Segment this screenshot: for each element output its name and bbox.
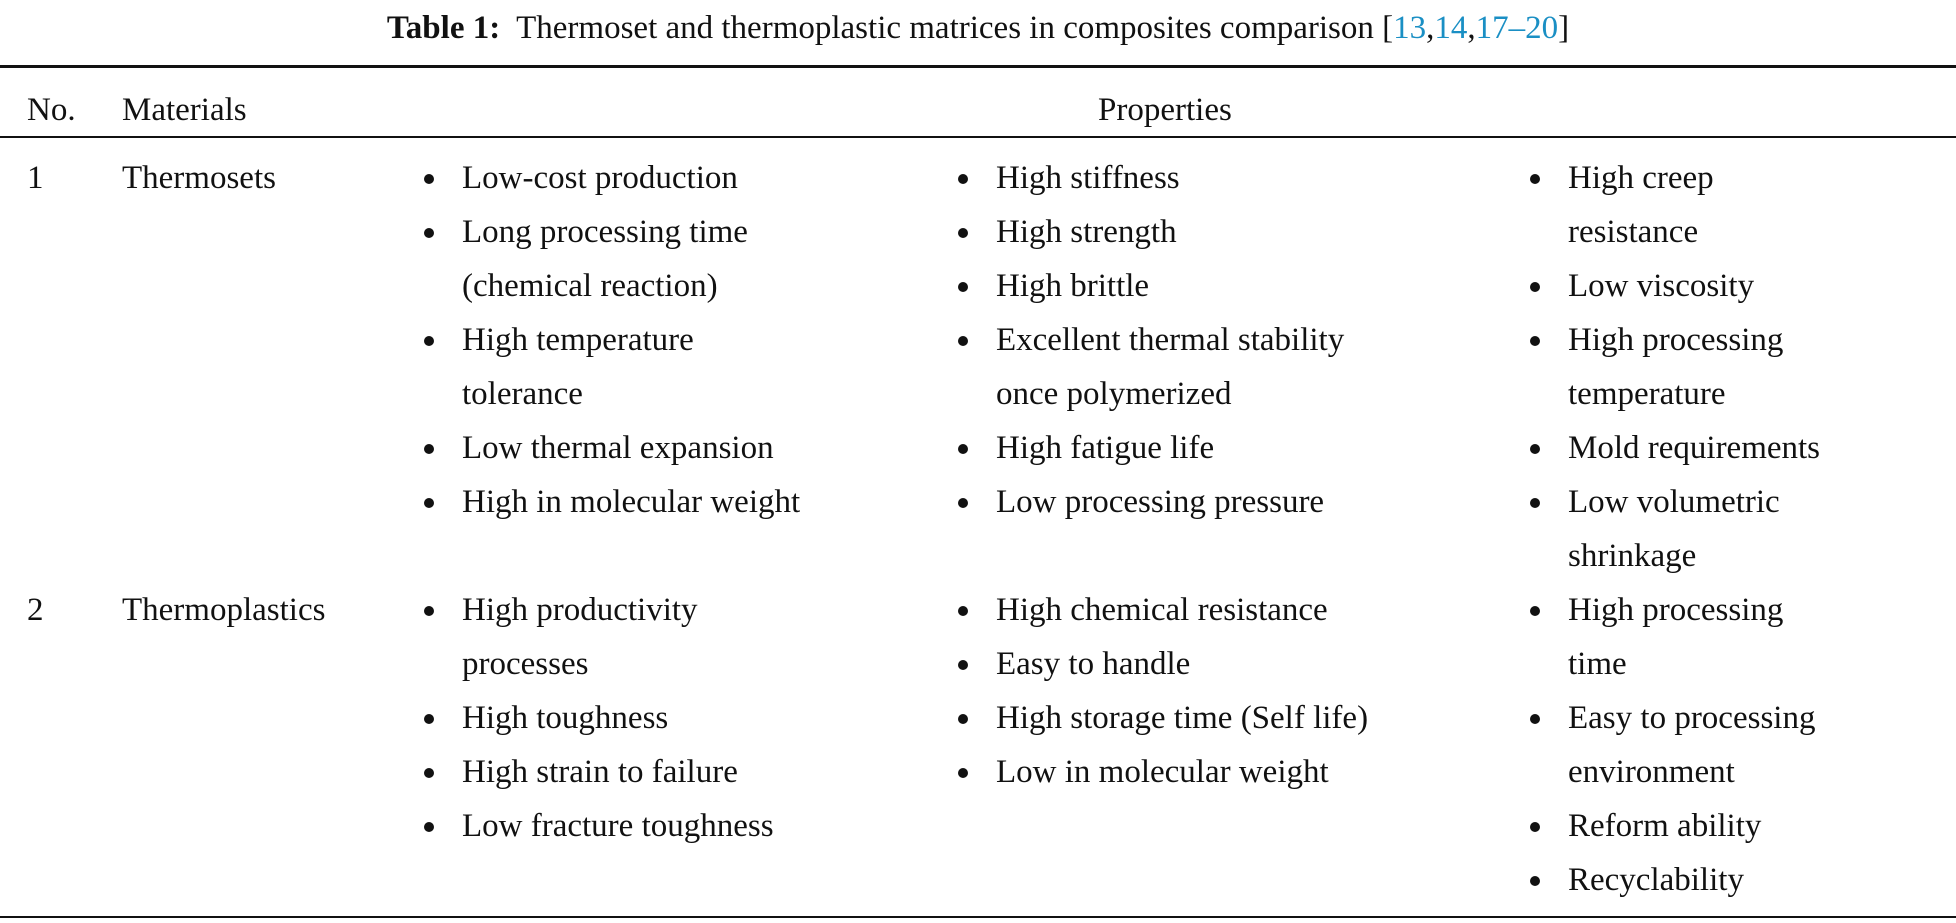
property-item: High fatigue life <box>958 421 1344 475</box>
bottom-rule <box>0 916 1956 918</box>
property-item: Recyclability <box>1530 853 1815 907</box>
property-item: Low thermal expansion <box>424 421 800 475</box>
row-number: 1 <box>27 160 44 196</box>
property-item: Easy to handle <box>958 637 1368 691</box>
top-rule <box>0 65 1956 68</box>
property-item: High chemical resistance <box>958 583 1368 637</box>
property-item: High strength <box>958 205 1344 259</box>
property-item: Low viscosity <box>1530 259 1820 313</box>
property-item: Low-cost production <box>424 151 800 205</box>
caption-text: Thermoset and thermoplastic matrices in … <box>516 10 1374 46</box>
caption-open-bracket: [ <box>1382 10 1394 46</box>
caption-label: Table 1: <box>386 10 501 46</box>
property-item: Low fracture toughness <box>424 799 774 853</box>
citation-link[interactable]: 14 <box>1434 10 1468 46</box>
header-materials: Materials <box>122 92 247 128</box>
header-no: No. <box>27 92 76 128</box>
property-item: Easy to processing environment <box>1530 691 1815 799</box>
property-item: High stiffness <box>958 151 1344 205</box>
row-number: 2 <box>27 592 44 628</box>
property-item: High temperature tolerance <box>424 313 800 421</box>
property-item: Excellent thermal stability once polymer… <box>958 313 1344 421</box>
property-item: High creep resistance <box>1530 151 1820 259</box>
property-item: Low volumetric shrinkage <box>1530 475 1820 583</box>
header-properties: Properties <box>1098 92 1232 128</box>
property-list: High creep resistance Low viscosity High p… <box>1530 151 1820 583</box>
caption-close-bracket: ] <box>1558 10 1570 46</box>
property-list: High productivity processes High toughnes… <box>424 583 774 853</box>
property-item: High in molecular weight <box>424 475 800 529</box>
property-item: Reform ability <box>1530 799 1815 853</box>
property-item: High storage time (Self life) <box>958 691 1368 745</box>
property-item: High processing time <box>1530 583 1815 691</box>
header-rule <box>0 136 1956 138</box>
property-item: High toughness <box>424 691 774 745</box>
property-list: High processing time Easy to processing e… <box>1530 583 1815 907</box>
property-item: Low processing pressure <box>958 475 1344 529</box>
property-item: Mold requirements <box>1530 421 1820 475</box>
property-list: High stiffness High strength High brittle E… <box>958 151 1344 529</box>
property-item: Low in molecular weight <box>958 745 1368 799</box>
property-item: Long processing time (chemical reaction) <box>424 205 800 313</box>
table-caption: Table 1: Thermoset and thermoplastic mat… <box>386 10 1570 46</box>
citation-link[interactable]: 13 <box>1393 10 1427 46</box>
property-item: High strain to failure <box>424 745 774 799</box>
row-material: Thermoplastics <box>122 592 326 628</box>
property-item: High productivity processes <box>424 583 774 691</box>
row-material: Thermosets <box>122 160 276 196</box>
property-list: Low-cost production Long processing time … <box>424 151 800 529</box>
property-item: High brittle <box>958 259 1344 313</box>
citation-link[interactable]: 17–20 <box>1475 10 1559 46</box>
property-list: High chemical resistance Easy to handle Hi… <box>958 583 1368 799</box>
property-item: High processing temperature <box>1530 313 1820 421</box>
